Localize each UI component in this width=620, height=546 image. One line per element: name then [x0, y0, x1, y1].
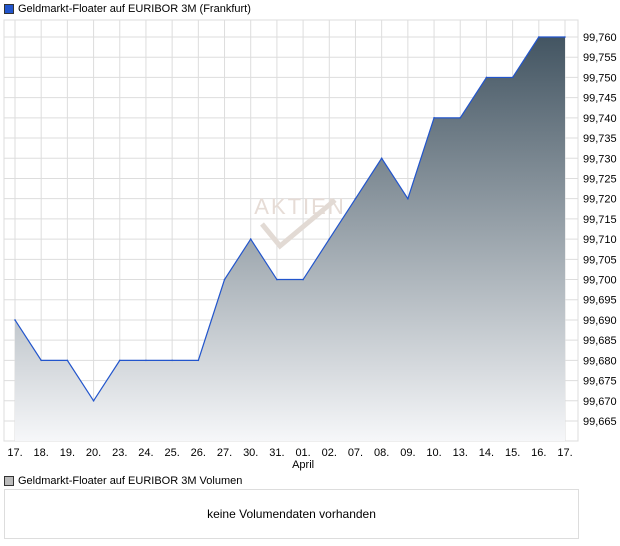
- x-tick-label: 16.: [531, 447, 546, 459]
- data-point: [223, 278, 226, 281]
- volume-message: keine Volumendaten vorhanden: [207, 507, 376, 521]
- x-tick-label: 17.: [7, 447, 22, 459]
- legend-main: Geldmarkt-Floater auf EURIBOR 3M (Frankf…: [4, 3, 251, 15]
- x-tick-label: 31.: [269, 447, 284, 459]
- y-tick-label: 99,760: [583, 32, 617, 44]
- data-point: [197, 359, 200, 362]
- watermark-check-icon: [260, 198, 337, 250]
- data-point: [92, 399, 95, 402]
- data-point: [459, 117, 462, 119]
- data-point: [14, 319, 16, 321]
- legend-volume-label: Geldmarkt-Floater auf EURIBOR 3M Volumen: [18, 475, 243, 487]
- data-point: [302, 278, 304, 281]
- x-tick-label: 19.: [60, 447, 75, 459]
- data-point: [511, 76, 514, 79]
- y-tick-label: 99,670: [583, 396, 617, 408]
- y-tick-label: 99,720: [583, 194, 617, 206]
- x-tick-label: 17.: [557, 447, 572, 459]
- data-point: [249, 238, 252, 240]
- x-tick-label: 20.: [86, 447, 101, 459]
- price-line: [14, 36, 565, 402]
- y-tick-label: 99,755: [583, 52, 617, 64]
- x-tick-label: 07.: [348, 447, 363, 459]
- y-tick-label: 99,685: [583, 335, 617, 347]
- data-point: [171, 359, 173, 362]
- watermark-logo: AKTIEN: [254, 194, 345, 219]
- x-tick-label: 01.: [295, 447, 310, 459]
- x-tick-label: 25.: [164, 447, 179, 459]
- data-point: [328, 238, 331, 240]
- price-chart: AKTIEN 99,665 99,670 99,675 99,680 99,685 99,…: [3, 19, 617, 471]
- y-tick-label: 99,730: [583, 153, 617, 165]
- data-point: [40, 359, 42, 362]
- x-tick-label: 18.: [34, 447, 49, 459]
- x-month-label: April: [292, 459, 314, 471]
- x-tick-label: 09.: [400, 447, 415, 459]
- x-tick-label: 23.: [112, 447, 127, 459]
- y-tick-label: 99,675: [583, 376, 617, 388]
- y-tick-label: 99,725: [583, 173, 617, 185]
- data-point: [276, 278, 278, 281]
- x-tick-label: 26.: [191, 447, 206, 459]
- y-tick-label: 99,700: [583, 275, 617, 287]
- y-tick-label: 99,735: [583, 133, 617, 145]
- y-tick-label: 99,695: [583, 295, 617, 307]
- data-point: [380, 157, 383, 160]
- y-tick-label: 99,750: [583, 72, 617, 84]
- data-point: [407, 197, 409, 200]
- data-point: [538, 36, 540, 38]
- legend-swatch-volume: [4, 476, 14, 486]
- legend-swatch-price: [4, 4, 14, 14]
- data-point: [564, 36, 566, 38]
- y-tick-label: 99,680: [583, 355, 617, 367]
- y-tick-label: 99,710: [583, 234, 617, 246]
- data-point: [145, 359, 147, 362]
- x-tick-label: 10.: [426, 447, 441, 459]
- data-point: [354, 197, 357, 200]
- data-point: [118, 359, 121, 362]
- data-point: [433, 117, 435, 119]
- y-tick-label: 99,690: [583, 315, 617, 327]
- x-tick-label: 27.: [217, 447, 232, 459]
- x-tick-label: 08.: [374, 447, 389, 459]
- data-point: [66, 359, 69, 362]
- x-tick-label: 02.: [322, 447, 337, 459]
- legend-volume: Geldmarkt-Floater auf EURIBOR 3M Volumen: [4, 475, 242, 487]
- x-tick-label: 13.: [453, 447, 468, 459]
- x-tick-label: 24.: [138, 447, 153, 459]
- x-tick-label: 14.: [479, 447, 494, 459]
- legend-main-label: Geldmarkt-Floater auf EURIBOR 3M (Frankf…: [18, 3, 251, 15]
- y-tick-label: 99,740: [583, 113, 617, 125]
- x-tick-label: 30.: [243, 447, 258, 459]
- volume-panel: keine Volumendaten vorhanden: [4, 489, 579, 539]
- y-tick-label: 99,715: [583, 214, 617, 226]
- data-point: [485, 76, 488, 79]
- y-tick-label: 99,665: [583, 416, 617, 428]
- y-tick-label: 99,745: [583, 93, 617, 105]
- x-tick-label: 15.: [505, 447, 520, 459]
- y-tick-label: 99,705: [583, 254, 617, 266]
- price-area: [15, 37, 565, 441]
